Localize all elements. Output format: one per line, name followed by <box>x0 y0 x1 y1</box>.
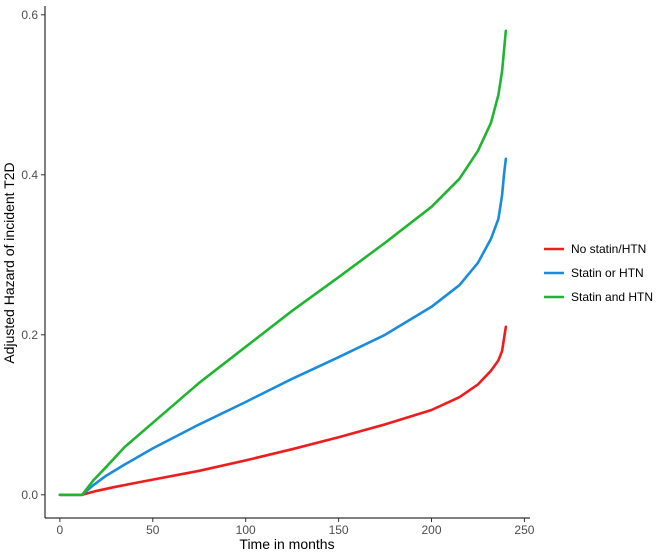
y-tick-label: 0.4 <box>21 168 38 182</box>
plot-area: 0 50 100 150 200 250 0.0 0.2 0.4 0.6 <box>21 6 535 537</box>
legend-item: Statin and HTN <box>544 290 653 304</box>
legend-label: Statin or HTN <box>571 266 644 280</box>
x-ticks: 0 50 100 150 200 250 <box>57 518 535 537</box>
x-tick-label: 250 <box>514 523 534 537</box>
y-tick-label: 0.0 <box>21 488 38 502</box>
y-ticks: 0.0 0.2 0.4 0.6 <box>21 8 45 502</box>
series-line <box>58 29 508 497</box>
x-tick-label: 50 <box>146 523 160 537</box>
x-tick-label: 100 <box>236 523 256 537</box>
y-tick-label: 0.2 <box>21 328 38 342</box>
x-tick-label: 0 <box>57 523 64 537</box>
legend-item: No statin/HTN <box>544 242 646 256</box>
series-line <box>58 325 508 497</box>
x-axis-title: Time in months <box>239 536 334 552</box>
x-tick-label: 150 <box>329 523 349 537</box>
y-tick-label: 0.6 <box>21 8 38 22</box>
legend-item: Statin or HTN <box>544 266 644 280</box>
series-line <box>58 157 508 497</box>
legend: No statin/HTN Statin or HTN Statin and HTN <box>544 242 653 304</box>
series-lines <box>58 29 508 497</box>
y-axis-title: Adjusted Hazard of incident T2D <box>1 162 17 363</box>
legend-label: Statin and HTN <box>571 290 653 304</box>
x-tick-label: 200 <box>421 523 441 537</box>
legend-label: No statin/HTN <box>571 242 646 256</box>
